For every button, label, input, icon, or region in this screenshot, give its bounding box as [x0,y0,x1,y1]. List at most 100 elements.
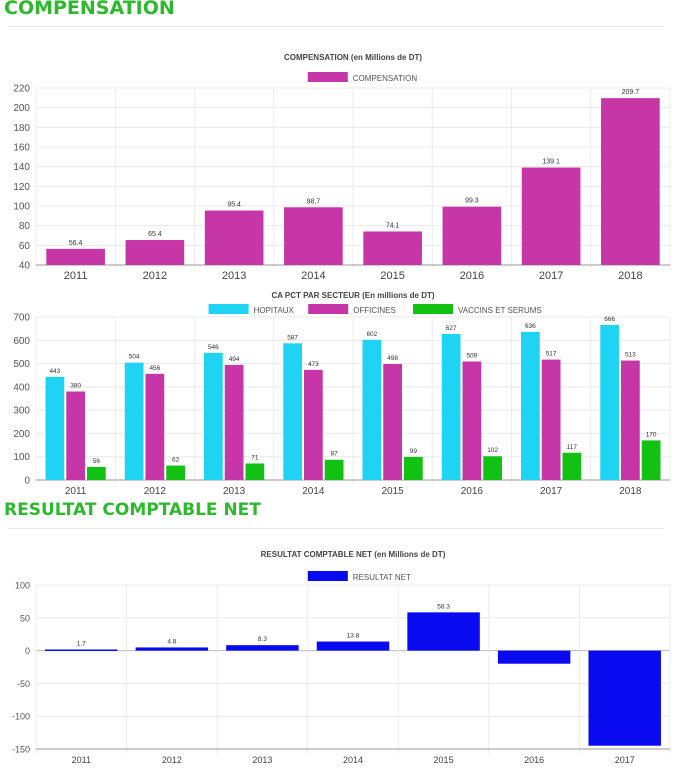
bar-hopitaux-2012 [124,362,144,480]
data-label: 95.4 [227,202,241,209]
bar-officines-2012 [145,373,165,480]
data-label: 13.8 [347,633,360,640]
bar-resultat-net-2014 [316,641,390,651]
y-tick-label: -150 [12,745,30,755]
legend-swatch-1 [308,304,349,314]
y-tick-label: 500 [13,359,30,370]
compensation-section-title: COMPENSATION [4,0,175,19]
x-tick-label: 2013 [252,755,272,765]
bar-officines-2018 [621,360,640,480]
data-label: 627 [446,325,457,332]
bar-hopitaux-2013 [204,352,223,480]
bar-vaccins-et-serums-2013 [245,463,265,480]
x-tick-label: 2015 [380,270,404,282]
bar-hopitaux-2017 [521,331,540,480]
y-tick-label: 80 [19,221,31,232]
data-label: 504 [129,354,140,361]
y-tick-label: 600 [13,336,30,347]
x-tick-label: 2011 [72,755,91,765]
data-label: 8.3 [258,636,267,643]
legend-swatch-0 [208,304,249,314]
data-label: 498 [387,355,398,362]
bar-vaccins-et-serums-2017 [562,452,582,480]
data-label: 58.3 [437,603,450,610]
data-label: 139.1 [542,159,560,166]
y-tick-label: 200 [13,429,30,440]
x-tick-label: 2018 [619,486,642,497]
data-label: 494 [229,356,240,363]
bar-resultat-net-2011 [45,649,118,651]
bar-compensation-2014 [284,207,343,265]
bar-vaccins-et-serums-2014 [324,459,344,480]
legend-swatch-2 [413,304,453,314]
data-label: 666 [604,316,615,323]
bar-hopitaux-2016 [441,333,461,480]
x-tick-label: 2017 [540,486,563,497]
bar-compensation-2016 [442,206,502,265]
y-tick-label: 100 [13,452,30,463]
x-tick-label: 2017 [539,270,563,282]
y-tick-label: 140 [13,162,30,173]
y-tick-label: 160 [13,143,30,154]
data-label: 546 [208,344,219,351]
chart-title: COMPENSATION (en Millions de DT) [284,53,422,62]
legend-label-0: RESULTAT NET [353,573,411,582]
bar-hopitaux-2011 [45,376,65,480]
x-tick-label: 2011 [64,270,88,282]
resultat-chart: RESULTAT COMPTABLE NET (en Millions de D… [12,550,671,765]
data-label: 443 [49,368,60,375]
data-label: 509 [466,352,477,359]
y-tick-label: 180 [13,123,30,134]
bar-compensation-2018 [601,98,660,266]
data-label: 102 [487,447,498,454]
bar-officines-2011 [66,391,85,480]
y-tick-label: 100 [15,581,30,591]
data-label: 56.4 [69,240,83,247]
data-label: 98.7 [307,198,321,205]
y-tick-label: -100 [12,712,30,722]
data-label: 636 [525,323,536,330]
y-tick-label: 60 [19,241,31,252]
bar-officines-2016 [462,361,482,480]
data-label: 170 [646,431,657,438]
y-tick-label: 40 [19,261,31,272]
bar-compensation-2011 [46,248,105,265]
bar-officines-2015 [383,364,402,480]
bar-hopitaux-2018 [600,324,620,480]
x-tick-label: 2011 [65,486,87,497]
y-tick-label: 120 [13,182,30,193]
bar-compensation-2012 [125,240,185,265]
y-tick-label: 200 [13,103,30,114]
x-tick-label: 2016 [461,486,484,497]
bar-compensation-2017 [521,167,581,265]
x-tick-label: 2017 [615,755,635,765]
x-tick-label: 2015 [434,755,454,765]
data-label: 99 [410,448,418,455]
data-label: 602 [366,331,377,338]
y-tick-label: 50 [20,613,30,623]
legend-label-2: VACCINS ET SERUMS [458,306,542,315]
x-tick-label: 2012 [162,755,182,765]
chart-title: CA PCT PAR SECTEUR (En millions de DT) [271,291,434,300]
x-tick-label: 2013 [223,486,246,497]
y-tick-label: 0 [25,646,30,656]
data-label: 209.7 [622,89,640,96]
bar-officines-2013 [224,364,244,480]
data-label: 117 [567,444,578,451]
x-tick-label: 2014 [343,755,363,765]
y-tick-label: 300 [13,406,30,417]
x-tick-label: 2012 [144,486,167,497]
bar-hopitaux-2015 [362,339,382,480]
bar-vaccins-et-serums-2016 [483,456,502,480]
x-tick-label: 2016 [460,270,484,282]
data-label: 473 [308,361,319,368]
legend-swatch-0 [307,72,348,82]
x-tick-label: 2012 [143,270,167,282]
data-label: 513 [625,352,636,359]
bar-officines-2014 [304,369,323,480]
ca-pct-chart: CA PCT PAR SECTEUR (En millions de DT) HO… [13,291,671,497]
data-label: 587 [287,334,298,341]
resultat-divider [8,528,664,529]
data-label: 65.4 [148,231,162,238]
x-tick-label: 2016 [524,755,544,765]
